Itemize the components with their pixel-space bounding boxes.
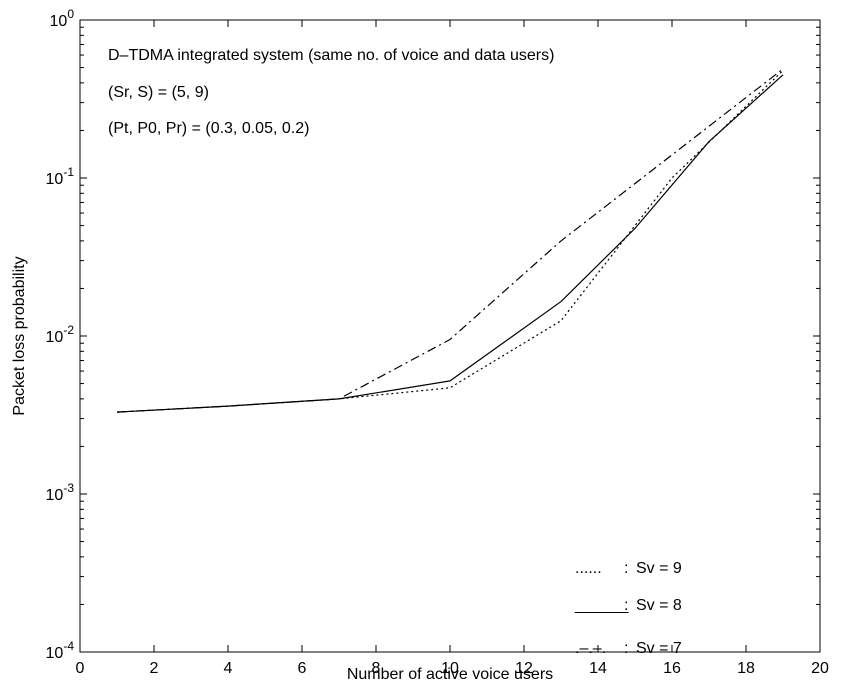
legend-colon-sv7: :: [624, 640, 628, 657]
x-tick-label: 0: [76, 660, 85, 677]
series-line-sv8: [116, 74, 784, 413]
y-tick-exponent: -1: [63, 165, 74, 179]
y-tick-label: 100: [50, 7, 75, 30]
series-line-sv7: [116, 68, 784, 413]
y-tick-exponent: -4: [63, 639, 74, 653]
legend-symbol-sv9: ......: [575, 560, 602, 577]
annotation-system: D–TDMA integrated system (same no. of vo…: [108, 47, 554, 64]
legend-colon-sv8: :: [624, 597, 628, 614]
legend-symbol-sv7: .–.–.: [575, 640, 606, 657]
y-tick-base: 10: [46, 645, 64, 662]
x-tick-label: 4: [224, 660, 233, 677]
y-tick-base: 10: [46, 487, 64, 504]
y-tick-exponent: -2: [63, 323, 74, 337]
x-tick-label: 2: [150, 660, 159, 677]
y-tick-exponent: 0: [67, 7, 74, 21]
legend-label-sv9: Sv = 9: [636, 560, 682, 577]
y-tick-label: 10-1: [46, 165, 75, 188]
y-tick-label: 10-3: [46, 481, 75, 504]
x-tick-label: 16: [663, 660, 681, 677]
x-tick-label: 10: [441, 660, 459, 677]
x-tick-label: 20: [811, 660, 829, 677]
x-tick-label: 14: [589, 660, 607, 677]
y-tick-label: 10-4: [46, 639, 75, 662]
x-axis-label: Number of active voice users: [347, 666, 553, 683]
y-tick-exponent: -3: [63, 481, 74, 495]
legend: ...... : Sv = 9 ______ : Sv = 8 .–.–. : …: [574, 560, 682, 657]
annotation-sr-s: (Sr, S) = (5, 9): [108, 84, 209, 101]
y-tick-base: 10: [46, 329, 64, 346]
x-tick-label: 8: [372, 660, 381, 677]
annotation-probabilities: (Pt, P0, Pr) = (0.3, 0.05, 0.2): [108, 120, 309, 137]
x-tick-label: 12: [515, 660, 533, 677]
y-tick-base: 10: [46, 171, 64, 188]
series-layer: [116, 68, 784, 413]
plot-area: [79, 19, 821, 653]
x-tick-label: 6: [298, 660, 307, 677]
legend-colon-sv9: :: [624, 560, 628, 577]
legend-label-sv7: Sv = 7: [636, 640, 682, 657]
x-tick-label: 18: [737, 660, 755, 677]
legend-symbol-sv8: ______: [574, 597, 629, 614]
y-tick-label: 10-2: [46, 323, 75, 346]
y-tick-base: 10: [50, 13, 68, 30]
y-axis-label: Packet loss probability: [11, 256, 28, 415]
legend-label-sv8: Sv = 8: [636, 597, 682, 614]
